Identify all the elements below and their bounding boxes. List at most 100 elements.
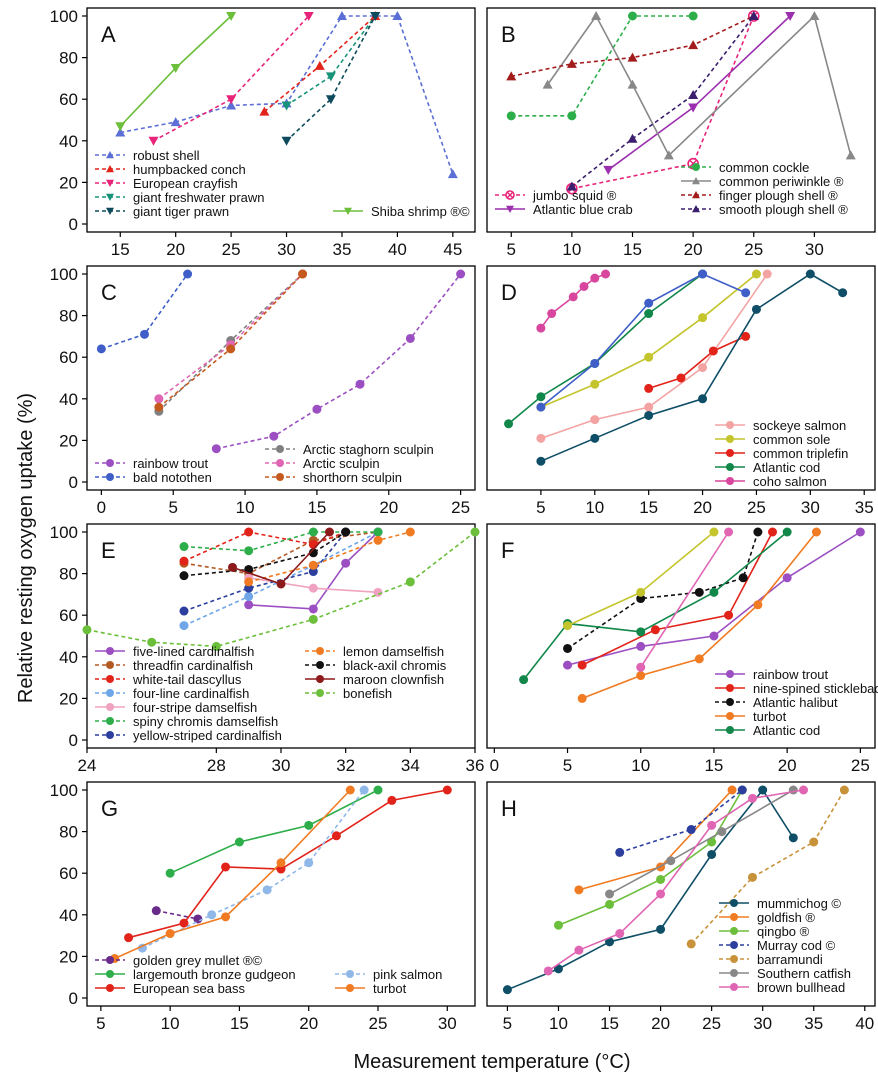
legend-label: coho salmon (753, 474, 827, 489)
data-point (727, 785, 737, 795)
data-point (788, 833, 798, 843)
data-point (768, 527, 778, 537)
legend-label: humpbacked conch (133, 162, 246, 177)
legend-label: four-line cardinalfish (133, 686, 249, 701)
legend-label: qingbo ® (757, 924, 810, 939)
data-point (788, 785, 798, 795)
legend-label: Murray cod © (757, 938, 836, 953)
series-shiba-shrimp- (115, 12, 237, 132)
legend-marker (730, 955, 738, 963)
data-point (605, 889, 615, 899)
figure-ylabel: Relative resting oxygen uptake (%) (15, 393, 37, 703)
data-point (442, 785, 452, 795)
data-point (207, 910, 217, 920)
y-tick-label: 100 (50, 781, 78, 800)
legend-marker (505, 190, 515, 200)
legend-marker (316, 689, 324, 697)
series-rainbow-trout (211, 269, 466, 454)
legend-label: Shiba shrimp ®© (371, 204, 470, 219)
legend-label: maroon clownfish (343, 672, 444, 687)
data-point (644, 383, 654, 393)
series-mummichog- (502, 785, 798, 995)
data-point (281, 101, 292, 111)
data-point (373, 587, 383, 597)
data-point (666, 856, 676, 866)
data-point (747, 793, 757, 803)
data-point (228, 562, 237, 572)
data-point (308, 567, 318, 577)
y-tick-label: 80 (59, 565, 78, 584)
legend-marker (106, 675, 114, 683)
data-point (644, 298, 654, 308)
series-line (640, 531, 730, 668)
legend-marker (730, 927, 738, 935)
series-lemon-damselfish (244, 527, 415, 587)
legend-marker (692, 177, 700, 185)
legend-marker (346, 984, 354, 992)
x-tick-label: 36 (466, 756, 485, 775)
x-tick-label: 20 (778, 756, 797, 775)
legend-marker (726, 435, 734, 443)
data-point (325, 527, 334, 537)
data-point (179, 621, 189, 631)
data-point (590, 273, 600, 283)
data-point (785, 12, 796, 21)
data-point (179, 556, 189, 566)
data-point (709, 587, 719, 597)
series-turbot (110, 785, 355, 963)
data-point (590, 358, 600, 368)
series-cutthroat-trout (536, 269, 751, 412)
data-point (563, 660, 573, 670)
x-tick-label: 30 (753, 1014, 772, 1033)
data-point (694, 654, 704, 664)
series-line (546, 14, 852, 157)
legend-marker (730, 969, 738, 977)
legend-marker (106, 473, 114, 481)
x-tick-label: 40 (855, 1014, 874, 1033)
x-tick-label: 20 (299, 1014, 318, 1033)
data-point (536, 433, 546, 443)
x-tick-label: 10 (562, 240, 581, 259)
legend-label: threadfin cardinalfish (133, 658, 253, 673)
legend: golden grey mullet ®©largemouth bronze g… (95, 953, 442, 996)
data-point (566, 58, 577, 68)
legend-marker (692, 163, 700, 171)
legend-label: white-tail dascyllus (132, 672, 242, 687)
x-tick-label: 25 (747, 498, 766, 517)
series-bald-notothen (96, 269, 193, 354)
data-point (809, 837, 819, 847)
data-point (748, 11, 759, 20)
data-point (211, 444, 221, 454)
data-point (615, 929, 625, 939)
data-point (709, 527, 719, 537)
y-tick-label: 20 (59, 689, 78, 708)
data-point (373, 527, 383, 537)
panel-frame (486, 7, 876, 233)
y-tick-label: 0 (69, 731, 78, 750)
panel-frame (486, 265, 876, 491)
data-point (741, 288, 751, 298)
data-point (179, 918, 189, 928)
legend-label: Atlantic cod (753, 460, 820, 475)
series-rainbow-trout (563, 527, 865, 670)
data-point (694, 587, 704, 597)
data-point (139, 329, 149, 339)
y-tick-label: 60 (59, 606, 78, 625)
data-point (686, 939, 696, 949)
data-point (308, 548, 318, 558)
data-point (553, 964, 563, 974)
legend-marker (106, 661, 114, 669)
legend-label: rainbow trout (753, 667, 829, 682)
data-point (636, 671, 646, 681)
x-tick-label: 5 (563, 756, 572, 775)
panel-letter: G (101, 796, 118, 821)
y-tick-label: 80 (59, 307, 78, 326)
legend-label: Arctic sculpin (303, 456, 380, 471)
y-tick-label: 40 (59, 390, 78, 409)
data-point (753, 527, 763, 537)
data-point (165, 929, 175, 939)
data-point (276, 858, 286, 868)
legend-label: smooth plough shell ® (719, 202, 848, 217)
